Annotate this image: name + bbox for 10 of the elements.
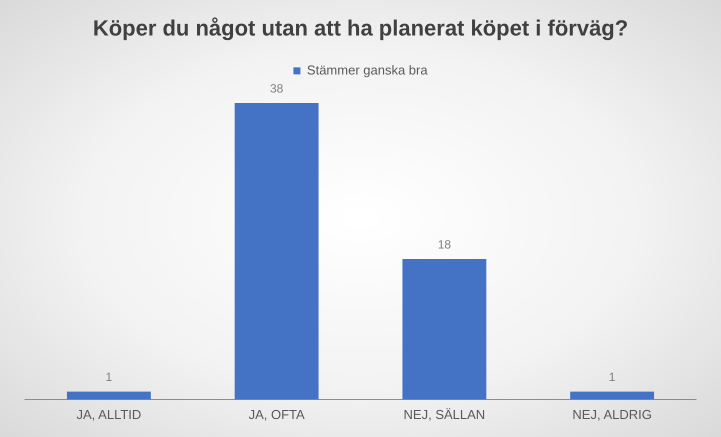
data-label: 38 [270,81,284,96]
x-tick-label: JA, ALLTID [76,406,142,422]
data-label: 1 [106,370,113,384]
x-tick-label: NEJ, SÄLLAN [404,406,486,422]
chart-title: Köper du något utan att ha planerat köpet i förväg? [92,15,628,40]
data-label: 1 [608,370,616,384]
x-tick-label: JA, OFTA [248,406,305,422]
x-tick-label: NEJ, ALDRIG [572,406,652,422]
data-label: 18 [438,237,452,252]
legend-label: Stämmer ganska bra [306,62,428,78]
